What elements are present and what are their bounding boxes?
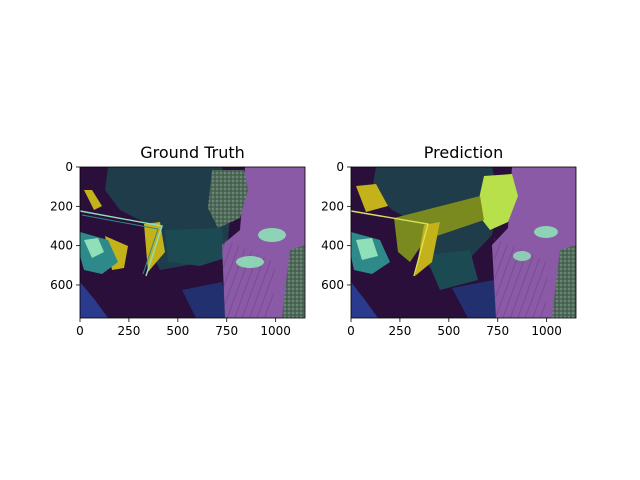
ground-truth-xtick-label: 1000 xyxy=(260,324,291,338)
ground-truth-xtick-label: 0 xyxy=(76,324,84,338)
prediction-ytick-label: 0 xyxy=(336,160,344,174)
prediction-ytick-label: 200 xyxy=(321,199,344,213)
ground-truth-axes: 0 250 500 750 1000 0 200 400 600 xyxy=(50,160,306,338)
prediction-xtick-label: 0 xyxy=(347,324,355,338)
prediction-xtick-label: 1000 xyxy=(531,324,562,338)
ground-truth-panel: Ground Truth xyxy=(50,143,306,338)
prediction-ytick-label: 400 xyxy=(321,239,344,253)
prediction-xtick-label: 500 xyxy=(437,324,460,338)
prediction-xtick-label: 250 xyxy=(388,324,411,338)
prediction-panel: Prediction 0 250 500 750 10 xyxy=(321,143,577,338)
ground-truth-title: Ground Truth xyxy=(140,143,245,162)
prediction-image xyxy=(351,167,576,318)
ground-truth-xtick-label: 250 xyxy=(117,324,140,338)
prediction-title: Prediction xyxy=(424,143,503,162)
prediction-axes: 0 250 500 750 1000 0 200 400 600 xyxy=(321,160,577,338)
ground-truth-image xyxy=(80,167,305,318)
ground-truth-xtick-label: 750 xyxy=(215,324,238,338)
ground-truth-ytick-label: 400 xyxy=(50,239,73,253)
prediction-axes-frame xyxy=(350,166,577,319)
prediction-ytick-label: 600 xyxy=(321,278,344,292)
ground-truth-ytick-label: 0 xyxy=(65,160,73,174)
ground-truth-ytick-label: 600 xyxy=(50,278,73,292)
ground-truth-ytick-label: 200 xyxy=(50,199,73,213)
prediction-xtick-label: 750 xyxy=(486,324,509,338)
ground-truth-axes-frame xyxy=(79,166,306,319)
ground-truth-xtick-label: 500 xyxy=(166,324,189,338)
